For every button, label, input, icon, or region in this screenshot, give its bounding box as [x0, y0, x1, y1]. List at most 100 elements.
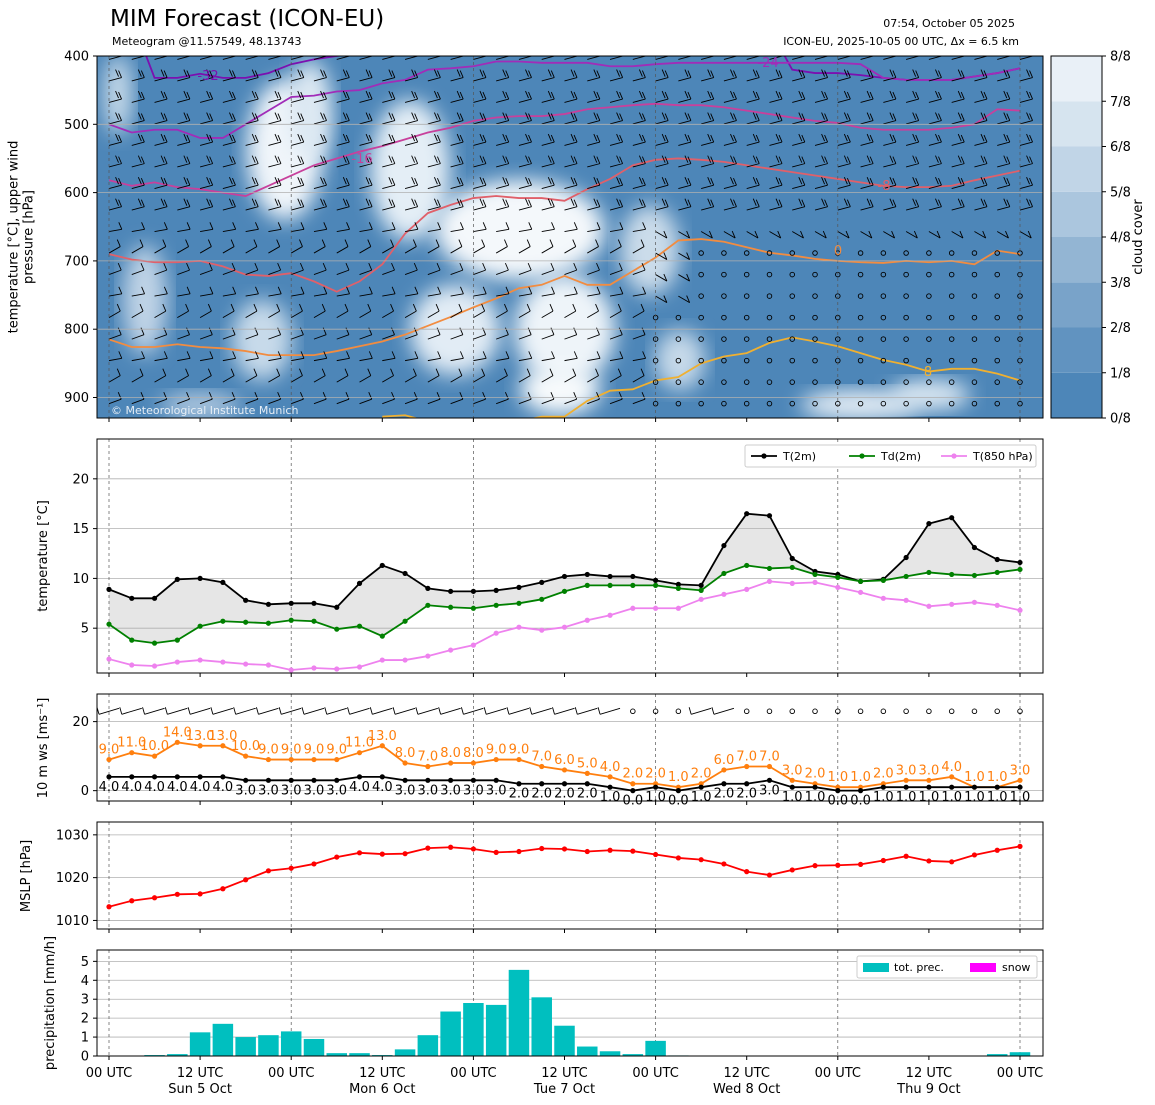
wind-barb-flag — [251, 176, 256, 185]
wind-barb-flag — [300, 392, 304, 400]
wind-barb — [450, 375, 463, 383]
isotherm-line — [108, 102, 1021, 197]
wind-barb-flag — [570, 90, 575, 99]
wind-barb — [222, 163, 236, 168]
wind-barb — [792, 98, 805, 103]
wind-barb-flag — [733, 177, 737, 186]
calm-wind-symbol — [971, 336, 978, 342]
wind-barb-flag — [274, 112, 279, 120]
wind-barb — [928, 77, 942, 82]
wind-barb — [291, 269, 304, 275]
wind-barb-flag — [479, 90, 484, 99]
wind-barb-flag — [889, 176, 894, 185]
wind-barb — [450, 206, 464, 211]
wind-barb-flag — [641, 113, 646, 121]
wind-data-label: 7.0 — [531, 749, 552, 764]
wind-barb — [313, 98, 327, 103]
temperature-point — [334, 604, 340, 610]
wind-barb-flag — [821, 90, 825, 99]
wind-barb — [564, 246, 576, 254]
wind-barb — [701, 120, 714, 125]
wind-barb — [587, 184, 600, 189]
wind-barb-flag — [1003, 90, 1008, 99]
wind-speed-point — [174, 774, 180, 780]
calm-wind-symbol — [994, 357, 1000, 364]
wind-barb — [473, 184, 487, 189]
wind-barb-flag — [960, 177, 965, 186]
wind-barb-flag — [458, 368, 463, 376]
wind-barb-flag — [252, 48, 255, 55]
panel-frame — [96, 821, 1044, 930]
wind-barb-flag — [686, 252, 691, 260]
wind-barb-flag — [755, 91, 760, 100]
wind-barb-flag — [778, 134, 783, 143]
wind-barb-flag — [388, 69, 393, 77]
panel-frame — [96, 55, 1044, 419]
wind-speed-point — [151, 774, 158, 780]
wind-barb-flag — [843, 176, 848, 185]
wind-barb-flag — [593, 90, 598, 99]
wind-speed-point — [493, 777, 499, 783]
mslp-point — [288, 865, 294, 871]
calm-wind-symbol — [743, 271, 750, 278]
wind-barb-flag — [323, 70, 327, 78]
wind-barb-flag — [299, 303, 303, 312]
wind-barb — [291, 293, 305, 297]
wind-barb — [336, 120, 350, 125]
wind-speed-point — [971, 784, 978, 790]
wind-barb-flag — [980, 198, 985, 206]
wind-barb-flag — [209, 156, 214, 164]
wind-barb-flag — [139, 303, 144, 312]
wind-barb-flag — [778, 199, 783, 207]
temperature-point — [151, 663, 158, 669]
wind-barb-flag — [412, 303, 417, 312]
wind-barb — [404, 141, 418, 146]
wind-barb-flag — [321, 239, 326, 247]
wind-barb-flag — [960, 70, 965, 78]
wind-barb-flag — [866, 133, 871, 142]
wind-barb — [336, 77, 350, 82]
wind-data-label: 5.0 — [577, 756, 598, 771]
wind-barb — [723, 120, 737, 125]
wind-barb — [291, 184, 304, 189]
wind-barb-flag — [752, 198, 757, 206]
wind-barb-flag — [1027, 230, 1032, 239]
wind-barb-flag — [209, 177, 214, 186]
surface-wind-barb — [281, 707, 302, 715]
temperature-point — [653, 605, 659, 611]
calm-wind-symbol — [675, 314, 682, 321]
wind-barb — [313, 56, 327, 60]
wind-barb-flag — [596, 392, 600, 400]
wind-barb-flag — [775, 112, 780, 120]
temperature-point — [630, 605, 636, 611]
temperature-point — [288, 617, 294, 623]
wind-barb-flag — [913, 48, 916, 55]
wind-data-label: 1.0 — [873, 790, 894, 805]
temperature-point — [903, 573, 909, 580]
wind-barb-flag — [115, 176, 119, 185]
wind-barb-flag — [844, 48, 847, 55]
wind-barb-flag — [459, 392, 464, 400]
wind-barb-flag — [912, 69, 917, 77]
wind-barb-flag — [798, 155, 803, 163]
wind-barb — [404, 120, 418, 125]
wind-barb-flag — [1029, 177, 1033, 186]
wind-barb — [928, 163, 942, 168]
wind-barb-flag — [479, 198, 484, 206]
calm-wind-symbol — [971, 293, 978, 299]
wind-barb — [587, 141, 600, 146]
wind-barb-flag — [209, 134, 214, 143]
wind-barb — [336, 56, 350, 60]
wind-barb — [792, 231, 804, 239]
wind-barb-flag — [687, 134, 692, 143]
wind-barb-flag — [232, 134, 236, 143]
wind-barb — [701, 98, 714, 103]
wind-barb-flag — [1029, 113, 1033, 121]
precip-bar — [189, 1032, 211, 1056]
wind-data-label: 4.0 — [600, 760, 621, 775]
wind-barb — [723, 163, 737, 168]
wind-barb — [587, 163, 600, 168]
wind-barb — [883, 231, 895, 239]
wind-barb-flag — [115, 112, 119, 120]
cloud-patch — [520, 365, 600, 415]
